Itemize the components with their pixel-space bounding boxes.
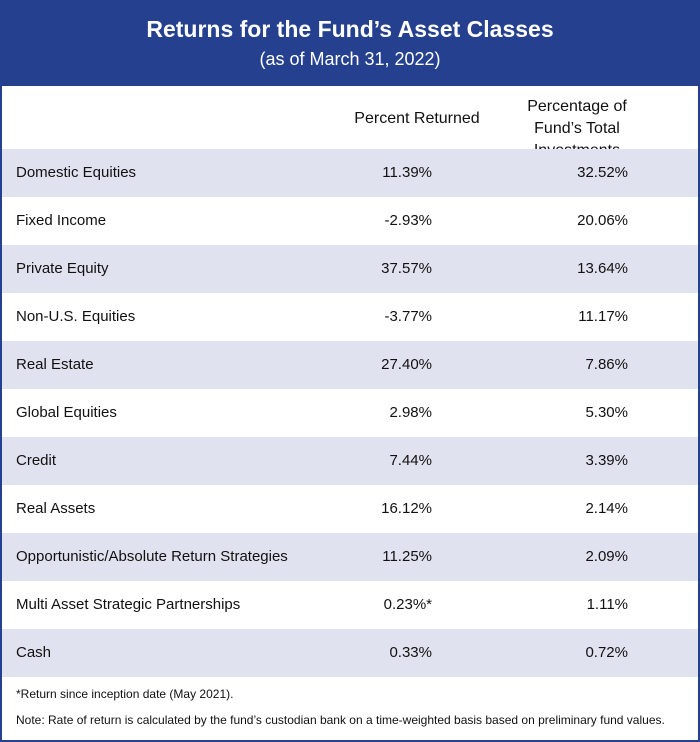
asset-class: Non-U.S. Equities bbox=[16, 308, 136, 325]
cell-value: 11.17% bbox=[578, 308, 628, 325]
asset-class: Cash bbox=[16, 644, 52, 661]
cell-value: 20.06% bbox=[577, 212, 628, 229]
column-header: Percent Returned bbox=[354, 110, 480, 127]
footnote: *Return since inception date (May 2021). bbox=[16, 687, 234, 701]
asset-class: Opportunistic/Absolute Return Strategies bbox=[16, 548, 288, 565]
cell-value: 1.11% bbox=[586, 596, 628, 613]
cell-value: 5.30% bbox=[585, 404, 628, 421]
title: Returns for the Fund’s Asset Classes bbox=[146, 16, 554, 42]
cell-value: 32.52% bbox=[577, 164, 628, 181]
cell-value: -2.93% bbox=[384, 212, 432, 229]
asset-class: Real Assets bbox=[16, 500, 96, 517]
table-row: Cash 0.33% 0.72% bbox=[2, 629, 698, 677]
cell-value: 2.98% bbox=[389, 404, 432, 421]
table-row: Real Estate 27.40% 7.86% bbox=[2, 341, 698, 389]
cell-value: -3.77% bbox=[384, 308, 432, 325]
cell-value: 0.33% bbox=[389, 644, 432, 661]
cell-value: 0.72% bbox=[585, 644, 628, 661]
cell-value: 7.86% bbox=[585, 356, 628, 373]
table-row: Domestic Equities 11.39% 32.52% bbox=[2, 149, 698, 197]
asset-class: Real Estate bbox=[16, 356, 94, 373]
asset-class: Credit bbox=[16, 452, 57, 469]
cell-value: 27.40% bbox=[381, 356, 432, 373]
cell-value: 16.12% bbox=[381, 500, 432, 517]
table-row: Private Equity 37.57% 13.64% bbox=[2, 245, 698, 293]
cell-value: 11.25% bbox=[382, 548, 432, 565]
table-row: Credit 7.44% 3.39% bbox=[2, 437, 698, 485]
footnote: Note: Rate of return is calculated by th… bbox=[16, 713, 665, 727]
cell-value: 2.14% bbox=[585, 500, 628, 517]
table-row: Non-U.S. Equities -3.77% 11.17% bbox=[2, 293, 698, 341]
asset-class: Domestic Equities bbox=[16, 164, 137, 181]
cell-value: 11.39% bbox=[382, 164, 432, 181]
asset-class: Multi Asset Strategic Partnerships bbox=[16, 596, 241, 613]
asset-class: Fixed Income bbox=[16, 212, 107, 229]
cell-value: 37.57% bbox=[381, 260, 432, 277]
asset-class: Private Equity bbox=[16, 260, 109, 277]
table-row: Multi Asset Strategic Partnerships 0.23%*… bbox=[2, 581, 698, 629]
cell-value: 2.09% bbox=[585, 548, 628, 565]
subtitle: (as of March 31, 2022) bbox=[259, 49, 441, 69]
cell-value: 13.64% bbox=[577, 260, 628, 277]
cell-value: 3.39% bbox=[585, 452, 628, 469]
table-row: Real Assets 16.12% 2.14% bbox=[2, 485, 698, 533]
table-row: Fixed Income -2.93% 20.06% bbox=[2, 197, 698, 245]
cell-value: 0.23%* bbox=[383, 596, 432, 613]
table-row: Global Equities 2.98% 5.30% bbox=[2, 389, 698, 437]
asset-class: Global Equities bbox=[16, 404, 117, 421]
cell-value: 7.44% bbox=[389, 452, 432, 469]
header: Returns for the Fund’s Asset Classes (as… bbox=[2, 2, 698, 86]
table-row: Opportunistic/Absolute Return Strategies… bbox=[2, 533, 698, 581]
